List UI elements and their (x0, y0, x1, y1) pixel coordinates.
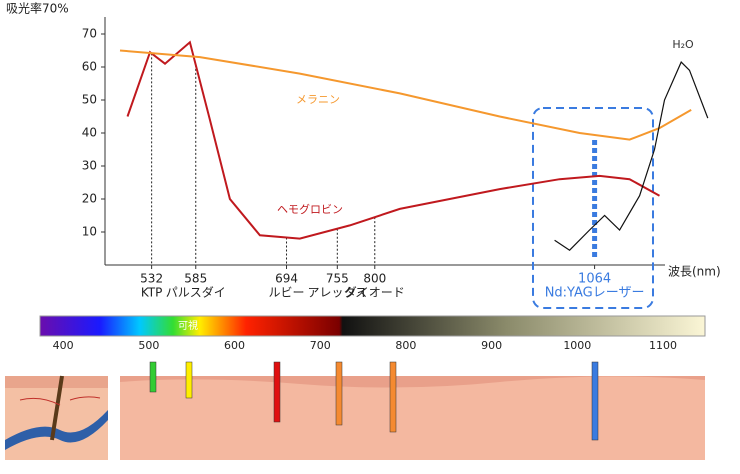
y-tick-label: 50 (82, 93, 97, 107)
spectrum-tick-label: 700 (310, 339, 331, 352)
spectrum-tick-label: 600 (224, 339, 245, 352)
y-tick-label: 20 (82, 192, 97, 206)
laser-name: パルスダイ (166, 285, 226, 300)
laser-name: Nd:YAGレーザー (545, 286, 645, 301)
series-line (126, 40, 660, 240)
spectrum-tick-label: 400 (53, 339, 74, 352)
y-tick-label: 40 (82, 126, 97, 140)
x-tick-label: 532 (140, 272, 163, 286)
spectrum-tick-label: 900 (481, 339, 502, 352)
spectrum-tick-label: 800 (395, 339, 416, 352)
y-tick-label: 70 (82, 27, 97, 41)
x-axis-label: 波長(nm) (668, 265, 721, 279)
series-label: メラニン (296, 93, 340, 106)
series-label: ヘモグロビン (277, 202, 343, 216)
laser-name: ダイオード (345, 285, 405, 300)
spectrum-tick-label: 1100 (649, 339, 677, 352)
spectrum-bar (39, 315, 706, 337)
skin-illustration (5, 361, 705, 460)
visible-label: 可視 (178, 319, 198, 332)
x-tick-label: 694 (275, 272, 298, 286)
series-line (119, 49, 692, 141)
y-tick-label: 60 (82, 60, 97, 74)
laser-name: アレックス (307, 286, 367, 300)
laser-name: ルビー (269, 286, 305, 300)
laser-name: KTP (141, 286, 163, 300)
y-tick-label: 30 (82, 159, 97, 173)
x-tick-label: 800 (363, 272, 386, 286)
y-tick-label: 10 (82, 225, 97, 239)
spectrum-tick-label: 500 (138, 339, 159, 352)
y-axis-label: 吸光率70% (6, 1, 69, 16)
series-label: H₂O (672, 38, 694, 51)
x-tick-label: 755 (326, 272, 349, 286)
spectrum-tick-label: 1000 (563, 339, 591, 352)
series-line (554, 61, 709, 251)
x-tick-label: 585 (184, 272, 207, 286)
x-tick-label: 1064 (578, 272, 611, 287)
